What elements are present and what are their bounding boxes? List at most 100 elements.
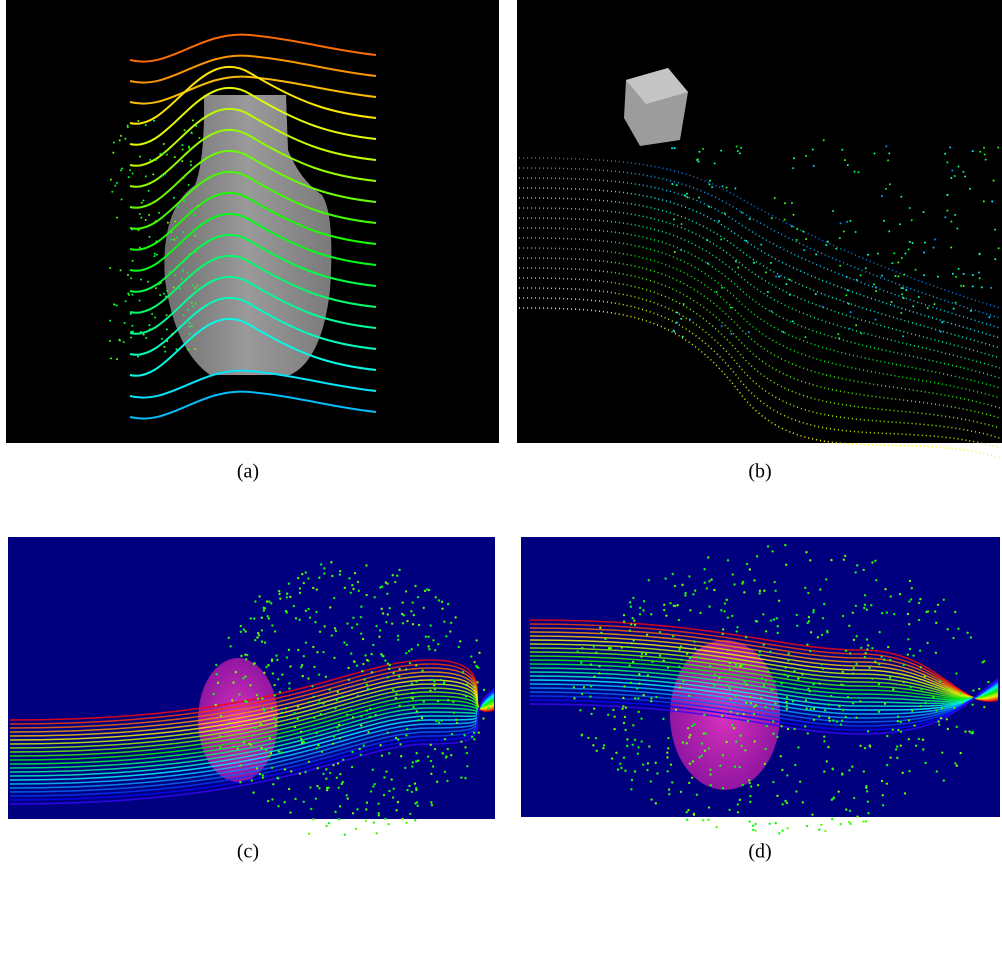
particle (170, 239, 172, 241)
particle (721, 715, 723, 717)
particle (197, 205, 199, 207)
particle (110, 179, 112, 181)
particle (270, 752, 272, 754)
particle (735, 630, 737, 632)
particle (406, 620, 408, 622)
particle (672, 573, 674, 575)
particle (158, 283, 160, 285)
particle (427, 755, 429, 757)
particle (646, 634, 648, 636)
particle (812, 609, 814, 611)
particle (299, 592, 301, 594)
panel-caption: (a) (237, 461, 259, 483)
particle (842, 709, 844, 711)
particle (886, 735, 888, 737)
particle (173, 239, 175, 241)
particle (796, 614, 798, 616)
particle (285, 707, 287, 709)
particle (681, 584, 683, 586)
particle (114, 185, 116, 187)
particle (831, 767, 833, 769)
particle (316, 651, 318, 653)
particle (148, 214, 150, 216)
particle (671, 147, 673, 149)
particle (372, 644, 374, 646)
particle (823, 735, 825, 737)
particle (421, 669, 423, 671)
particle (378, 814, 380, 816)
particle (748, 779, 750, 781)
particle (780, 682, 782, 684)
particle (900, 312, 902, 314)
particle (351, 584, 353, 586)
particle (190, 164, 192, 166)
particle (847, 289, 849, 291)
particle (678, 648, 680, 650)
particle (308, 761, 310, 763)
particle (701, 755, 703, 757)
particle (631, 779, 633, 781)
particle (979, 277, 981, 279)
particle (346, 622, 348, 624)
particle (310, 808, 312, 810)
particle (166, 340, 168, 342)
particle (598, 665, 600, 667)
particle (884, 588, 886, 590)
particle (889, 756, 891, 758)
particle (438, 721, 440, 723)
particle (473, 731, 475, 733)
particle (243, 741, 245, 743)
particle (333, 657, 335, 659)
particle (365, 564, 367, 566)
particle (857, 171, 859, 173)
particle (270, 602, 272, 604)
particle (750, 785, 752, 787)
particle (745, 240, 747, 242)
particle (352, 588, 354, 590)
particle (860, 647, 862, 649)
particle (447, 699, 449, 701)
particle (630, 682, 632, 684)
particle (739, 152, 741, 154)
particle (945, 688, 947, 690)
particle (243, 628, 245, 630)
particle (173, 287, 175, 289)
particle (793, 670, 795, 672)
particle (408, 650, 410, 652)
particle (256, 767, 258, 769)
particle (437, 700, 439, 702)
particle (784, 666, 786, 668)
particle (854, 571, 856, 573)
particle (237, 747, 239, 749)
particle (361, 670, 363, 672)
particle (258, 595, 260, 597)
particle (697, 158, 699, 160)
particle (174, 156, 176, 158)
particle (812, 611, 814, 613)
particle (777, 625, 779, 627)
particle (820, 663, 822, 665)
particle (269, 737, 271, 739)
particle (901, 772, 903, 774)
particle (196, 285, 198, 287)
particle (656, 772, 658, 774)
particle (763, 684, 765, 686)
particle (629, 601, 631, 603)
particle (891, 262, 893, 264)
particle (410, 648, 412, 650)
particle (425, 636, 427, 638)
particle (716, 291, 718, 293)
particle (933, 303, 935, 305)
particle (822, 305, 824, 307)
particle (140, 331, 142, 333)
particle (109, 267, 111, 269)
particle (720, 609, 722, 611)
particle (254, 600, 256, 602)
particle (791, 225, 793, 227)
particle (687, 809, 689, 811)
particle (778, 832, 780, 834)
particle (686, 652, 688, 654)
particle (147, 281, 149, 283)
particle (360, 632, 362, 634)
particle (231, 699, 233, 701)
